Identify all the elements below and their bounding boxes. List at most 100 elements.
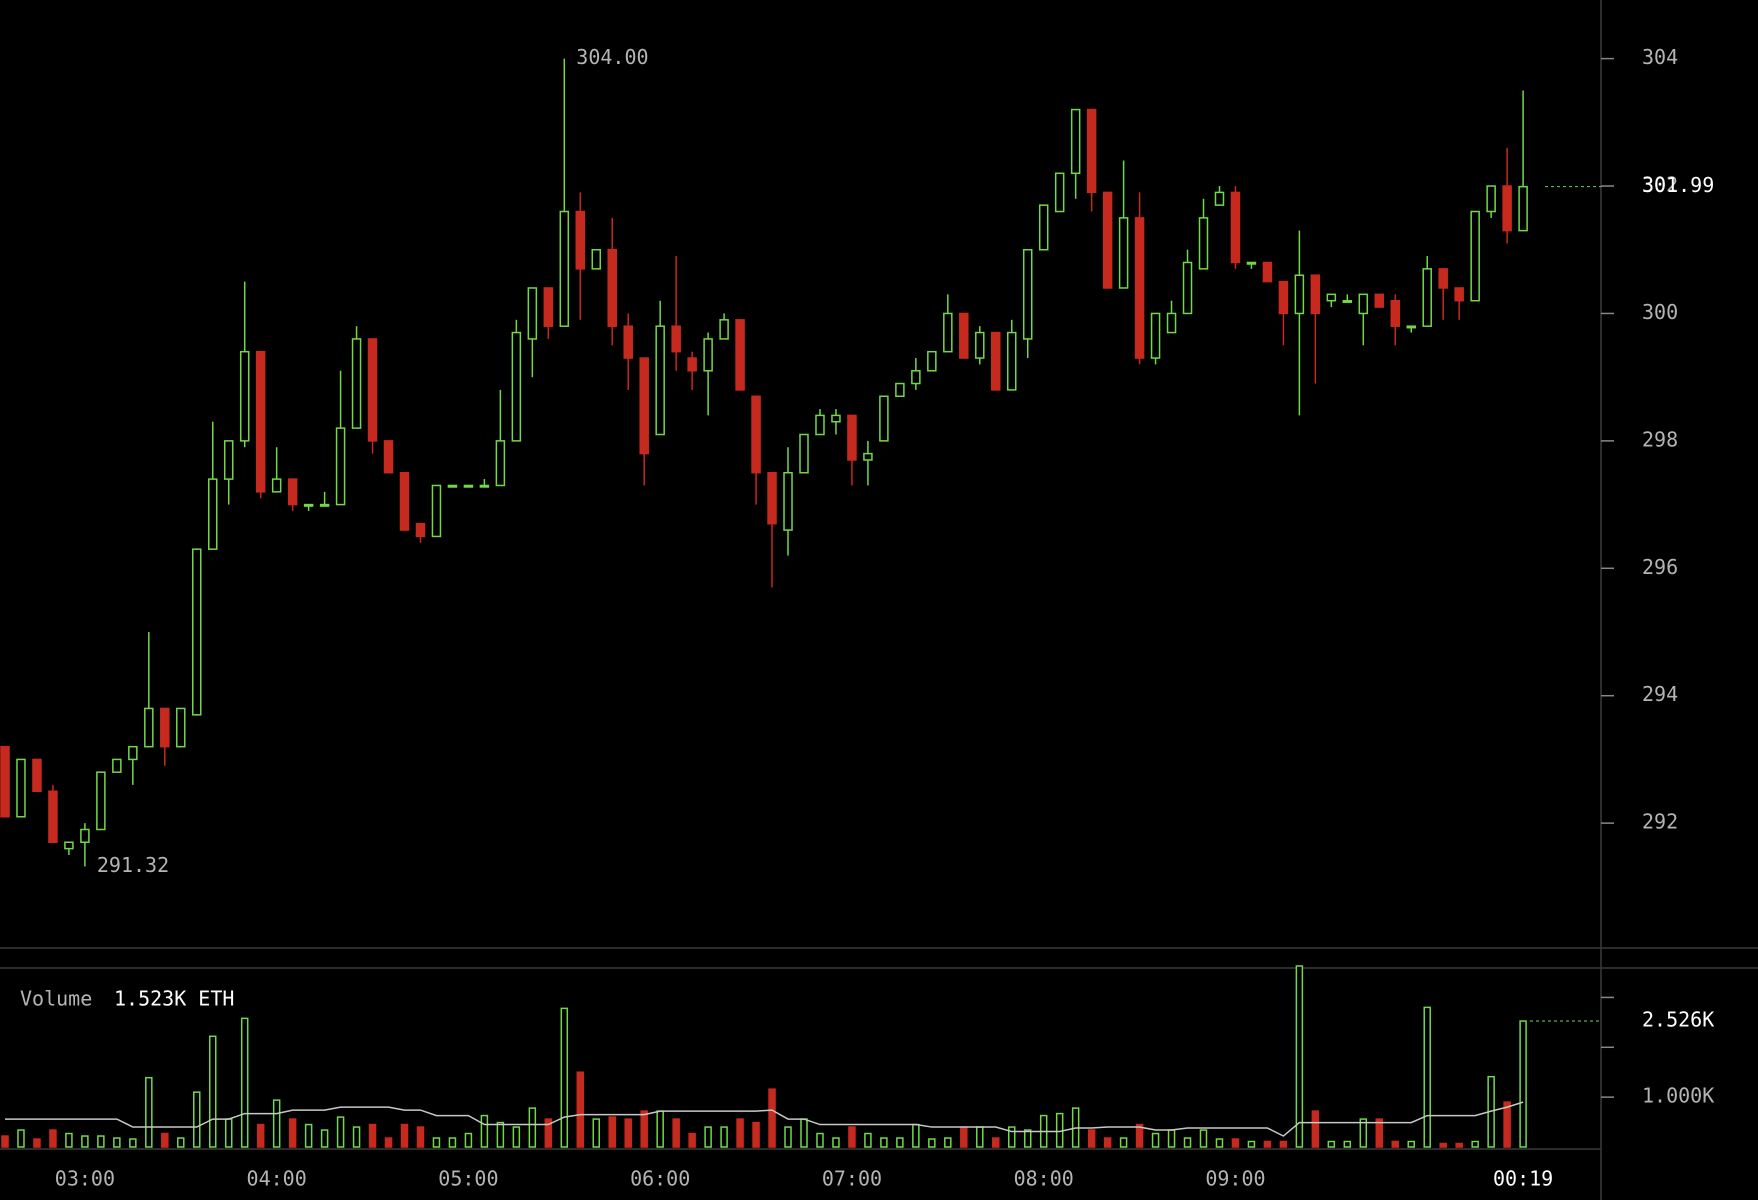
candle-body: [783, 471, 793, 531]
volume-bar: [384, 1137, 393, 1148]
candle-body: [1134, 217, 1145, 359]
volume-bar: [928, 1138, 936, 1148]
volume-bar: [800, 1118, 808, 1148]
volume-bar: [1103, 1137, 1112, 1148]
volume-bar: [704, 1126, 712, 1148]
candle-body: [335, 427, 346, 506]
volume-bar: [1263, 1140, 1272, 1148]
volume-bar: [177, 1137, 185, 1148]
candle-body: [1102, 191, 1113, 289]
volume-bar: [1327, 1140, 1336, 1148]
candle-body: [1070, 108, 1081, 175]
candle-body: [1470, 210, 1480, 302]
volume-bar: [49, 1129, 57, 1148]
volume-bar: [1087, 1129, 1096, 1148]
volume-bar: [1503, 1101, 1511, 1148]
volume-bar: [1391, 1140, 1400, 1148]
volume-bar: [416, 1126, 425, 1148]
x-tick-label: 03:00: [55, 1167, 115, 1191]
volume-bar: [592, 1118, 601, 1148]
candle-body: [1358, 293, 1369, 315]
volume-bar: [1407, 1140, 1415, 1148]
volume-bar: [1055, 1112, 1064, 1148]
candle-body: [415, 522, 426, 538]
volume-bar: [432, 1137, 441, 1148]
volume-bar: [816, 1132, 824, 1148]
candle-body: [48, 790, 58, 843]
candle-body: [959, 312, 969, 359]
candle-body: [1246, 261, 1257, 265]
candle-body: [447, 484, 458, 488]
volume-bar: [864, 1132, 872, 1148]
last-price-label: 301.99: [1642, 173, 1714, 197]
candle-body: [176, 707, 186, 748]
volume-bar: [129, 1138, 137, 1148]
candle-body: [1054, 172, 1065, 213]
candle-body: [160, 707, 170, 748]
volume-bar: [560, 1007, 569, 1148]
volume-bar: [608, 1116, 616, 1148]
volume-bar: [752, 1121, 760, 1148]
volume-bar: [240, 1017, 249, 1148]
volume-bar: [784, 1126, 792, 1148]
candle-body: [703, 338, 713, 372]
y-tick-label: 302: [1642, 173, 1678, 197]
candle-body: [559, 210, 570, 327]
volume-bar: [576, 1071, 585, 1148]
candle-body: [1326, 293, 1337, 302]
volume-bar: [512, 1126, 521, 1148]
candle-body: [479, 484, 490, 488]
candle-body: [128, 745, 138, 761]
volume-bar: [17, 1129, 25, 1148]
candle-body: [1006, 331, 1017, 391]
candle-body: [287, 478, 298, 506]
candle-body: [431, 484, 442, 538]
candle-body: [1182, 261, 1193, 315]
candle-body: [527, 287, 538, 340]
candle-body: [399, 471, 410, 531]
candle-body: [1214, 191, 1225, 206]
candle-body: [367, 338, 378, 442]
y-tick-label: 298: [1642, 427, 1678, 451]
volume-bar: [1007, 1126, 1016, 1148]
candle-body: [1438, 268, 1448, 289]
candle-body: [255, 350, 266, 493]
x-tick-label: 05:00: [438, 1167, 498, 1191]
candle-body: [719, 319, 729, 340]
candle-body: [1278, 280, 1289, 315]
candle-body: [1422, 268, 1432, 327]
candle-body: [1038, 204, 1049, 251]
candle-body: [687, 357, 697, 372]
candle-body: [991, 331, 1001, 391]
candle-body: [319, 503, 330, 507]
candle-body: [32, 758, 42, 793]
volume-bar: [400, 1123, 409, 1148]
volume-bar: [640, 1110, 648, 1148]
candle-body: [0, 745, 10, 818]
volume-bar: [1455, 1142, 1463, 1148]
volume-bar: [1439, 1142, 1447, 1148]
volume-bar: [33, 1138, 41, 1148]
candle-body: [1518, 185, 1528, 232]
volume-bar: [81, 1135, 89, 1148]
volume-bar: [832, 1137, 840, 1148]
x-tick-label: 06:00: [630, 1167, 690, 1191]
candle-body: [303, 503, 314, 507]
x-tick-label: 00:19: [1493, 1167, 1553, 1191]
volume-bar: [688, 1132, 696, 1148]
volume-bar: [1, 1135, 9, 1148]
candle-body: [64, 841, 74, 850]
candle-body: [351, 338, 362, 429]
volume-bar: [368, 1123, 377, 1148]
volume-bar: [1215, 1138, 1224, 1148]
candle-body: [591, 248, 602, 270]
candle-body: [192, 548, 202, 716]
candle-body: [831, 414, 841, 423]
candle-body: [1198, 217, 1209, 270]
candle-body: [879, 395, 889, 442]
volume-bar: [528, 1107, 537, 1148]
volume-bar: [944, 1137, 952, 1148]
candle-body: [751, 395, 761, 474]
volume-bar: [992, 1137, 1000, 1148]
